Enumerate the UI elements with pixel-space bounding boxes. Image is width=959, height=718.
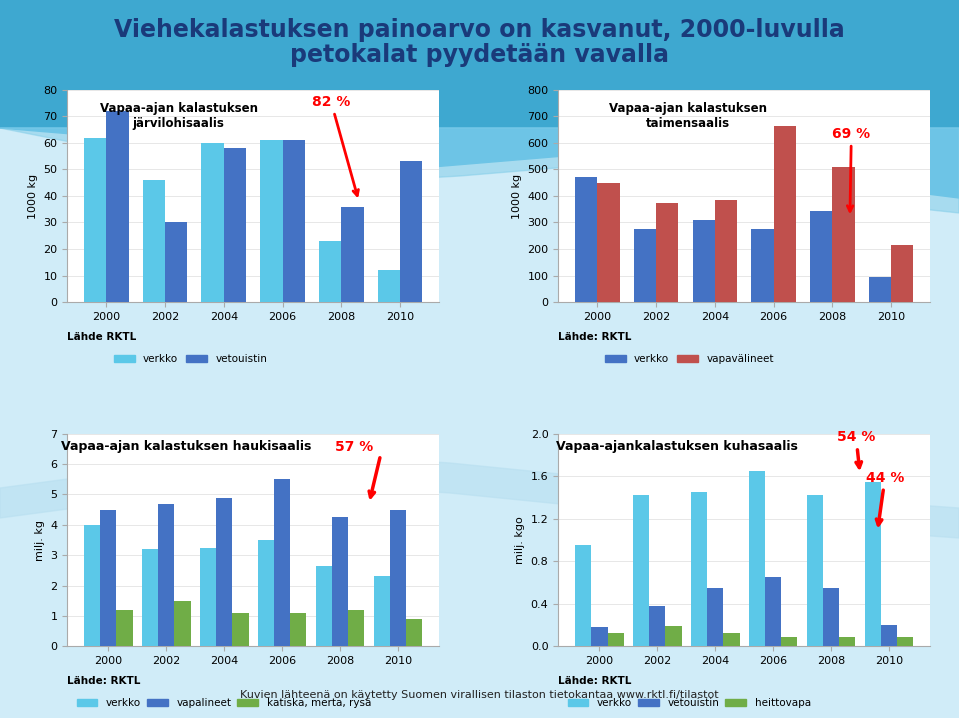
- Bar: [666, 626, 682, 646]
- Text: 69 %: 69 %: [832, 126, 871, 211]
- Bar: [897, 637, 913, 646]
- Bar: [165, 223, 187, 302]
- Text: Vapaa-ajan kalastuksen haukisaalis: Vapaa-ajan kalastuksen haukisaalis: [61, 440, 312, 453]
- Bar: [0, 0, 959, 128]
- Polygon shape: [0, 128, 959, 213]
- Bar: [84, 525, 101, 646]
- Bar: [690, 493, 707, 646]
- Bar: [389, 510, 406, 646]
- Legend: verkko, vetouistin: verkko, vetouistin: [109, 350, 271, 368]
- Bar: [143, 180, 165, 302]
- Bar: [258, 540, 274, 646]
- Bar: [575, 177, 597, 302]
- Bar: [823, 588, 839, 646]
- Bar: [765, 577, 782, 646]
- Bar: [274, 480, 291, 646]
- Bar: [400, 162, 422, 302]
- Bar: [751, 229, 774, 302]
- Text: Vapaa-ajan kalastuksen
taimensaalis: Vapaa-ajan kalastuksen taimensaalis: [609, 103, 767, 131]
- Bar: [291, 613, 307, 646]
- Bar: [378, 270, 400, 302]
- Bar: [341, 207, 363, 302]
- Bar: [634, 229, 656, 302]
- Bar: [714, 200, 737, 302]
- Text: Vapaa-ajankalastuksen kuhasaalis: Vapaa-ajankalastuksen kuhasaalis: [556, 440, 798, 453]
- Text: 54 %: 54 %: [837, 430, 876, 467]
- Bar: [865, 482, 881, 646]
- Polygon shape: [0, 453, 959, 538]
- Bar: [782, 637, 798, 646]
- Text: Lähde: RKTL: Lähde: RKTL: [67, 676, 141, 686]
- Bar: [232, 613, 248, 646]
- Bar: [749, 471, 765, 646]
- Bar: [332, 517, 348, 646]
- Bar: [656, 202, 678, 302]
- Bar: [201, 143, 223, 302]
- Bar: [881, 625, 897, 646]
- Bar: [84, 138, 106, 302]
- Bar: [707, 588, 723, 646]
- Text: Lähde RKTL: Lähde RKTL: [67, 332, 136, 342]
- Text: Lähde: RKTL: Lähde: RKTL: [558, 676, 632, 686]
- Text: Viehekalastuksen painoarvo on kasvanut, 2000-luvulla: Viehekalastuksen painoarvo on kasvanut, …: [114, 18, 845, 42]
- Y-axis label: milj. kg: milj. kg: [35, 520, 45, 561]
- Y-axis label: 1000 kg: 1000 kg: [512, 173, 522, 218]
- Legend: verkko, vapalineet, katiska, merta, rysä: verkko, vapalineet, katiska, merta, rysä: [72, 694, 375, 712]
- Bar: [0, 128, 959, 718]
- Bar: [260, 140, 283, 302]
- Bar: [633, 495, 649, 646]
- Text: Lähde: RKTL: Lähde: RKTL: [558, 332, 632, 342]
- Text: Vapaa-ajan kalastuksen
järvilohisaalis: Vapaa-ajan kalastuksen järvilohisaalis: [100, 103, 258, 131]
- Y-axis label: milj. kgo: milj. kgo: [515, 516, 526, 564]
- Legend: verkko, vetouistin, heittovapa: verkko, vetouistin, heittovapa: [563, 694, 815, 712]
- Bar: [592, 627, 608, 646]
- Bar: [316, 566, 332, 646]
- Bar: [608, 633, 623, 646]
- Bar: [723, 633, 739, 646]
- Bar: [597, 182, 620, 302]
- Bar: [649, 606, 666, 646]
- Text: petokalat pyydetään vavalla: petokalat pyydetään vavalla: [290, 43, 669, 67]
- Polygon shape: [0, 128, 959, 198]
- Bar: [101, 510, 116, 646]
- Bar: [774, 126, 796, 302]
- Bar: [106, 111, 129, 302]
- Bar: [175, 601, 191, 646]
- Bar: [223, 148, 246, 302]
- Bar: [216, 498, 232, 646]
- Y-axis label: 1000 kg: 1000 kg: [28, 173, 37, 218]
- Bar: [807, 495, 823, 646]
- Legend: verkko, vapavälineet: verkko, vapavälineet: [600, 350, 779, 368]
- Bar: [839, 637, 855, 646]
- Text: Kuvien lähteenä on käytetty Suomen virallisen tilaston tietokantaa www.rktl.fi/t: Kuvien lähteenä on käytetty Suomen viral…: [240, 690, 719, 700]
- Text: 57 %: 57 %: [335, 440, 373, 454]
- Bar: [283, 140, 305, 302]
- Bar: [348, 610, 364, 646]
- Text: 82 %: 82 %: [312, 95, 359, 195]
- Bar: [319, 241, 341, 302]
- Bar: [692, 220, 714, 302]
- Bar: [142, 549, 158, 646]
- Bar: [810, 210, 832, 302]
- Bar: [116, 610, 132, 646]
- Bar: [406, 619, 422, 646]
- Bar: [869, 277, 891, 302]
- Bar: [374, 577, 389, 646]
- Text: 44 %: 44 %: [866, 470, 904, 525]
- Bar: [199, 548, 216, 646]
- Bar: [158, 503, 175, 646]
- Bar: [575, 545, 592, 646]
- Bar: [832, 167, 854, 302]
- Bar: [891, 245, 913, 302]
